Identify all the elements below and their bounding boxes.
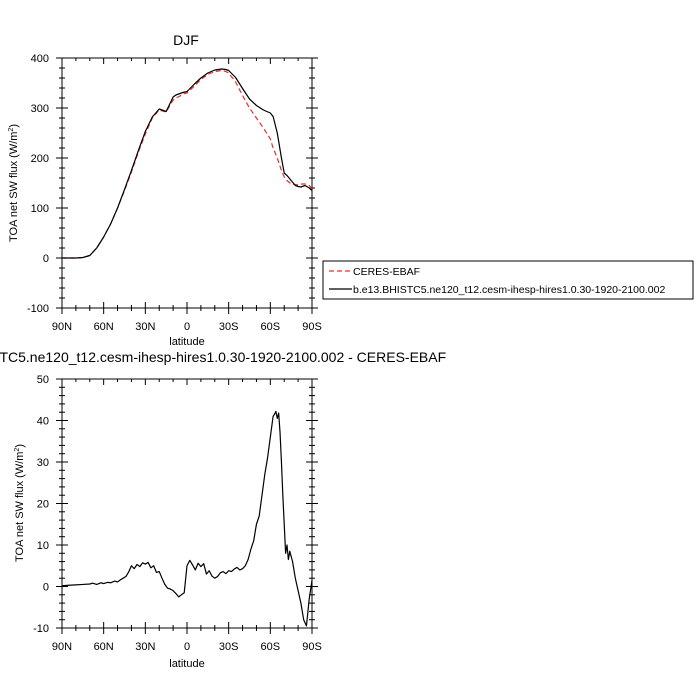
top-y-axis-label-sup: 2	[8, 128, 15, 132]
bottom-x-tick-label: 60S	[261, 641, 281, 653]
top-x-axis-label: latitude	[169, 336, 204, 348]
bottom-y-tick-label: 10	[37, 540, 49, 552]
bottom-series	[61, 410, 313, 627]
bottom-plot-frame	[61, 378, 313, 629]
bottom-x-tick-label: 60N	[94, 641, 114, 653]
top-x-tick-label: 90S	[302, 321, 322, 333]
top-y-tick-label: 200	[31, 153, 49, 165]
bottom-y-axis-label: TOA net SW flux (W/m2)	[14, 444, 26, 562]
bottom-series-line-0	[61, 410, 313, 627]
top-series	[62, 68, 313, 259]
bottom-y-tick-label: 0	[43, 582, 49, 594]
top-y-axis-label: TOA net SW flux (W/m2)	[8, 124, 20, 242]
bottom-chart: b.e13.BHISTC5.ne120_t12.cesm-ihesp-hires…	[0, 349, 446, 670]
top-y-tick-label: 400	[31, 53, 49, 65]
top-x-tick-label: 0	[184, 321, 190, 333]
bottom-y-axis-label-main: TOA net SW flux (W/m	[14, 452, 26, 562]
top-ticks	[56, 57, 318, 314]
bottom-x-tick-label: 90N	[52, 641, 72, 653]
top-chart-title: DJF	[173, 32, 199, 48]
top-y-tick-label: -100	[27, 303, 49, 315]
bottom-x-tick-label: 0	[184, 641, 190, 653]
top-y-tick-label: 0	[43, 253, 49, 265]
top-chart: DJF 90N 60N 30N 0 30S 60S 90S -100 0 100 200 300 400…	[8, 32, 694, 348]
top-x-tick-label: 30N	[135, 321, 155, 333]
legend-label-model: b.e13.BHISTC5.ne120_t12.cesm-ihesp-hires…	[353, 284, 665, 296]
top-y-axis-label-end: )	[8, 124, 20, 128]
top-x-tick-label: 60N	[94, 321, 114, 333]
top-y-axis-label-main: TOA net SW flux (W/m	[8, 132, 20, 242]
bottom-chart-title: b.e13.BHISTC5.ne120_t12.cesm-ihesp-hires…	[0, 349, 446, 365]
top-series-line-0	[62, 69, 313, 259]
top-y-tick-label: 100	[31, 203, 49, 215]
bottom-tick-labels: 90N 60N 30N 0 30S 60S 90S -10 0 10 20 30 40 50	[33, 374, 322, 653]
top-y-tick-label: 300	[31, 103, 49, 115]
top-tick-labels: 90N 60N 30N 0 30S 60S 90S -100 0 100 200 300 400	[27, 53, 322, 333]
top-x-tick-label: 90N	[52, 321, 72, 333]
top-x-tick-label: 30S	[219, 321, 239, 333]
bottom-y-tick-label: 30	[37, 457, 49, 469]
bottom-x-tick-label: 90S	[302, 641, 322, 653]
bottom-x-axis-label: latitude	[169, 658, 204, 670]
legend: CERES-EBAF b.e13.BHISTC5.ne120_t12.cesm-…	[322, 260, 694, 300]
bottom-y-tick-label: 40	[37, 416, 49, 428]
bottom-y-axis-label-sup: 2	[14, 448, 21, 452]
top-plot-frame	[61, 57, 313, 309]
legend-box	[322, 260, 694, 300]
bottom-y-tick-label: 50	[37, 374, 49, 386]
top-x-tick-label: 60S	[261, 321, 281, 333]
bottom-ticks	[56, 378, 318, 634]
top-series-line-1	[62, 68, 313, 259]
bottom-y-tick-label: -10	[33, 623, 49, 635]
bottom-x-tick-label: 30N	[135, 641, 155, 653]
bottom-y-axis-label-end: )	[14, 444, 26, 448]
bottom-x-tick-label: 30S	[219, 641, 239, 653]
bottom-y-tick-label: 20	[37, 499, 49, 511]
legend-label-ceres: CERES-EBAF	[353, 266, 420, 278]
